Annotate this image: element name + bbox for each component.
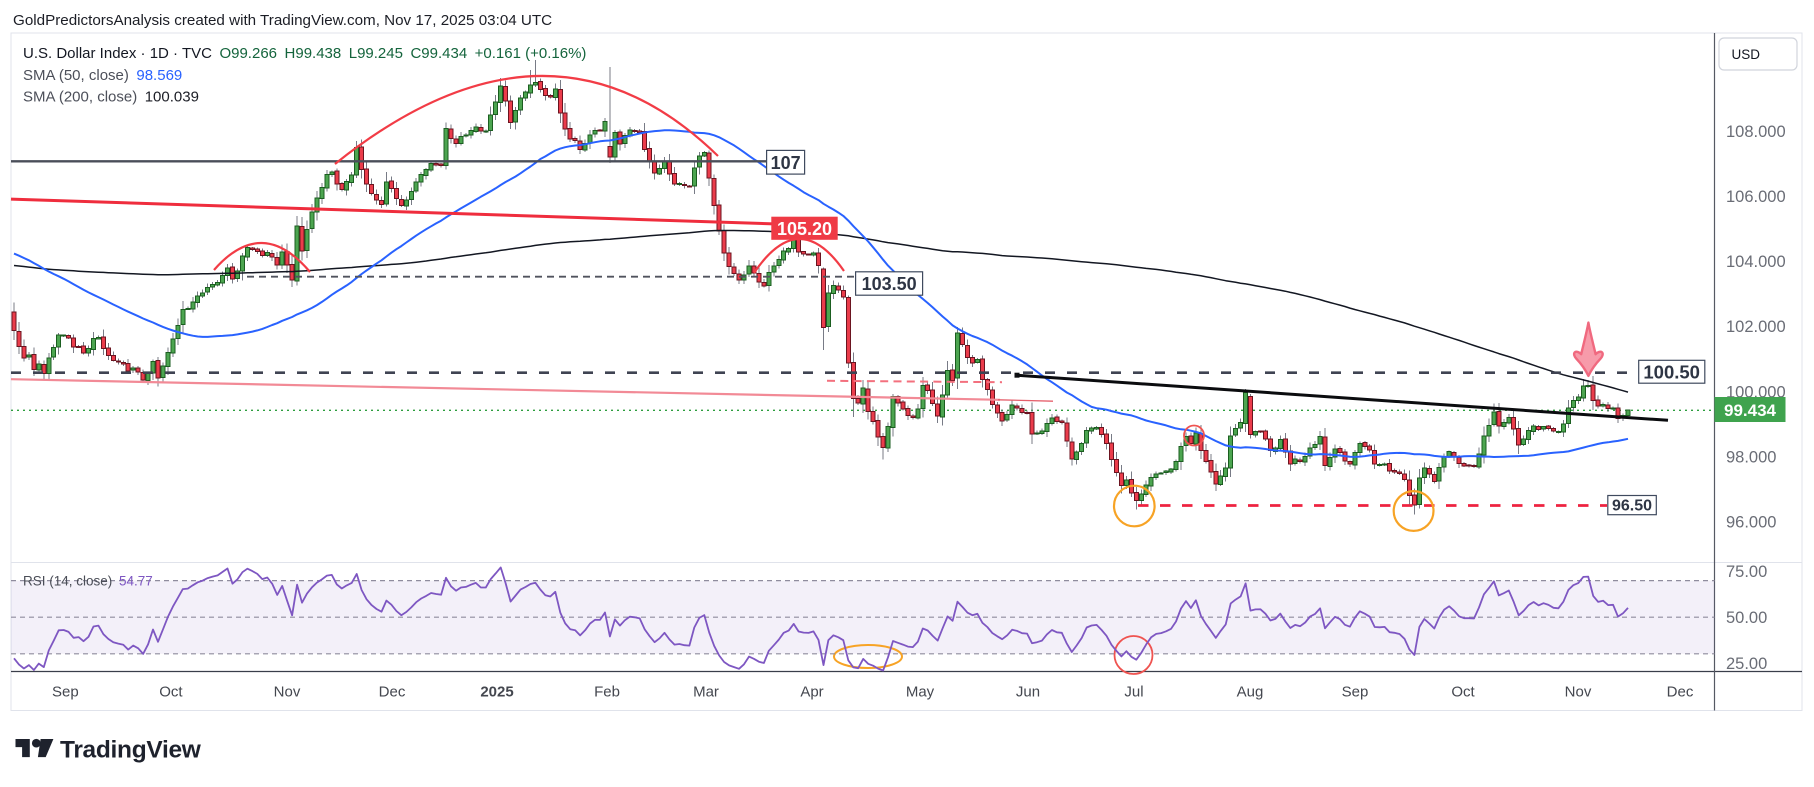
svg-text:99.434: 99.434	[1724, 401, 1777, 420]
svg-text:106.000: 106.000	[1726, 188, 1786, 206]
svg-text:25.00: 25.00	[1726, 655, 1767, 673]
svg-text:May: May	[906, 684, 935, 701]
svg-text:75.00: 75.00	[1726, 563, 1767, 581]
svg-text:105.20: 105.20	[777, 219, 832, 239]
svg-text:107: 107	[771, 153, 801, 173]
svg-text:100.50: 100.50	[1643, 361, 1700, 382]
svg-text:103.50: 103.50	[862, 274, 917, 294]
svg-text:Apr: Apr	[800, 684, 823, 701]
svg-text:RSI (14, close) 54.77: RSI (14, close) 54.77	[23, 574, 153, 589]
svg-text:TradingView: TradingView	[60, 737, 202, 764]
svg-text:U.S. Dollar Index · 1D · TVC O: U.S. Dollar Index · 1D · TVC O99.266 H99…	[23, 45, 586, 62]
svg-text:2025: 2025	[480, 684, 513, 701]
svg-text:Sep: Sep	[1342, 684, 1369, 701]
svg-text:96.50: 96.50	[1612, 498, 1652, 515]
svg-text:98.000: 98.000	[1726, 448, 1776, 466]
svg-text:Jun: Jun	[1016, 684, 1040, 701]
svg-text:Dec: Dec	[379, 684, 406, 701]
svg-text:Nov: Nov	[274, 684, 301, 701]
svg-text:Sep: Sep	[52, 684, 79, 701]
svg-text:Oct: Oct	[159, 684, 183, 701]
svg-text:102.000: 102.000	[1726, 318, 1786, 336]
svg-text:GoldPredictorsAnalysis created: GoldPredictorsAnalysis created with Trad…	[13, 12, 552, 29]
svg-text:Dec: Dec	[1667, 684, 1694, 701]
svg-text:50.00: 50.00	[1726, 609, 1767, 627]
svg-text:Aug: Aug	[1237, 684, 1264, 701]
svg-text:Nov: Nov	[1565, 684, 1592, 701]
svg-text:104.000: 104.000	[1726, 253, 1786, 271]
svg-text:108.000: 108.000	[1726, 123, 1786, 141]
svg-text:Feb: Feb	[594, 684, 620, 701]
svg-text:SMA (200, close) 100.039: SMA (200, close) 100.039	[23, 89, 199, 106]
svg-text:Jul: Jul	[1124, 684, 1143, 701]
svg-text:96.000: 96.000	[1726, 514, 1776, 532]
svg-text:Oct: Oct	[1451, 684, 1475, 701]
svg-text:USD: USD	[1732, 47, 1761, 62]
svg-text:100.000: 100.000	[1726, 383, 1786, 401]
svg-text:SMA (50, close) 98.569: SMA (50, close) 98.569	[23, 67, 182, 84]
svg-text:Mar: Mar	[693, 684, 719, 701]
